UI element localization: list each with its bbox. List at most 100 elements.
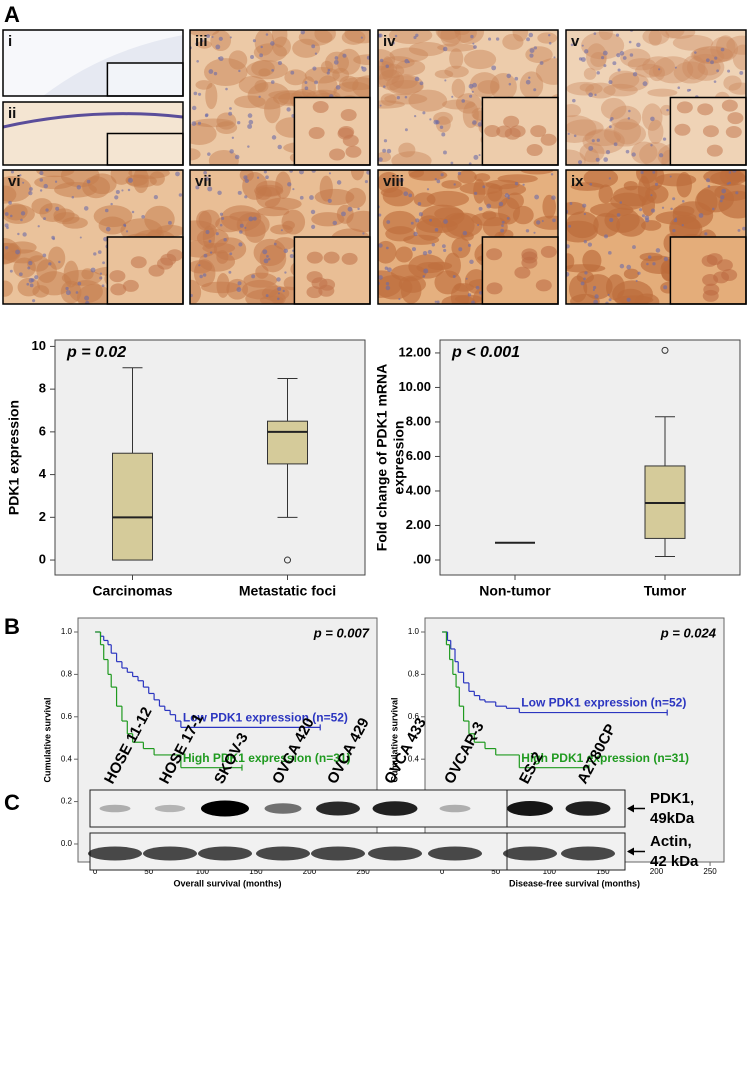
- x-axis-label: Disease-free survival (months): [509, 878, 640, 888]
- cell-cluster: [641, 194, 655, 217]
- cell-cluster: [608, 70, 640, 89]
- nucleus: [587, 242, 593, 247]
- nucleus: [418, 212, 423, 217]
- cell-cluster: [583, 67, 597, 80]
- inset-cell: [345, 145, 362, 158]
- cell-cluster: [403, 234, 440, 245]
- cell-cluster: [395, 59, 426, 76]
- nucleus: [223, 238, 227, 242]
- cell-cluster: [570, 182, 605, 191]
- nucleus: [247, 145, 250, 148]
- band: [368, 846, 422, 861]
- cell-cluster: [378, 65, 400, 88]
- x-tick-label: 200: [303, 867, 317, 876]
- nucleus: [522, 183, 525, 186]
- cell-cluster: [444, 252, 461, 278]
- tile-frame: [377, 169, 559, 305]
- nucleus: [229, 36, 232, 39]
- nucleus: [622, 56, 627, 60]
- nucleus: [84, 295, 90, 301]
- cell-cluster: [292, 38, 321, 58]
- nucleus: [237, 190, 242, 195]
- micrograph: ix: [565, 169, 747, 305]
- cell-cluster: [196, 210, 212, 231]
- nucleus: [341, 211, 346, 217]
- cell-cluster: [449, 48, 464, 69]
- nucleus: [314, 52, 318, 55]
- cell-cluster: [395, 246, 413, 263]
- nucleus: [627, 117, 631, 120]
- cell-cluster: [190, 122, 217, 146]
- cell-cluster: [60, 280, 82, 304]
- cell-cluster: [598, 30, 613, 41]
- nucleus: [727, 69, 731, 73]
- nucleus: [728, 171, 732, 174]
- nucleus: [266, 254, 269, 258]
- nucleus: [578, 57, 583, 61]
- nucleus: [287, 182, 292, 187]
- nucleus: [705, 178, 711, 183]
- nucleus: [673, 218, 678, 223]
- nucleus: [663, 256, 669, 262]
- cell-cluster: [542, 194, 556, 219]
- nucleus: [209, 251, 213, 254]
- nucleus: [110, 202, 113, 206]
- nucleus: [54, 180, 58, 183]
- nucleus: [637, 271, 641, 275]
- nucleus: [265, 175, 269, 180]
- nucleus: [628, 40, 632, 44]
- nucleus: [404, 95, 408, 99]
- nucleus: [584, 49, 589, 54]
- nucleus: [277, 144, 282, 150]
- blot-strip: Actin, 42 kDa: [88, 832, 699, 871]
- nucleus: [592, 285, 597, 290]
- inset-cell: [503, 115, 520, 128]
- inset-cell: [340, 109, 357, 122]
- x-tick-label: 200: [650, 867, 664, 876]
- nucleus: [674, 66, 677, 69]
- cell-cluster: [144, 205, 175, 234]
- inset-cell: [148, 264, 165, 277]
- band: [143, 846, 197, 861]
- nucleus: [472, 120, 477, 125]
- cell-cluster: [648, 65, 665, 82]
- inset-cell: [725, 125, 742, 138]
- nucleus: [471, 300, 475, 304]
- nucleus: [277, 60, 282, 66]
- nucleus: [462, 230, 468, 236]
- nucleus: [612, 61, 617, 66]
- nucleus: [385, 64, 389, 68]
- nucleus: [650, 208, 656, 213]
- nucleus: [378, 243, 383, 248]
- cell-cluster: [610, 192, 647, 211]
- nucleus: [713, 80, 717, 83]
- nucleus: [9, 269, 13, 273]
- nucleus: [243, 175, 248, 180]
- nucleus: [299, 170, 304, 175]
- nucleus: [450, 161, 454, 165]
- cell-cluster: [610, 105, 642, 130]
- nucleus: [631, 152, 636, 157]
- cell-cluster: [442, 99, 476, 110]
- nucleus: [290, 70, 295, 75]
- inset-cell: [323, 251, 340, 264]
- nucleus: [439, 125, 444, 129]
- y-axis-label: PDK1 expression: [6, 400, 22, 515]
- nucleus: [311, 44, 316, 49]
- nucleus: [217, 57, 221, 60]
- x-tick-label: 50: [491, 867, 500, 876]
- nucleus: [441, 132, 446, 137]
- nucleus: [85, 300, 90, 304]
- nucleus: [415, 218, 420, 223]
- band: [201, 800, 249, 817]
- panel-label: C: [4, 790, 20, 815]
- nucleus: [469, 259, 474, 265]
- inset-cell: [703, 283, 720, 296]
- cell-cluster: [477, 80, 500, 94]
- nucleus: [686, 88, 690, 92]
- nucleus: [491, 65, 497, 71]
- cell-cluster: [381, 56, 394, 82]
- cell-cluster: [34, 175, 75, 190]
- nucleus: [625, 149, 630, 154]
